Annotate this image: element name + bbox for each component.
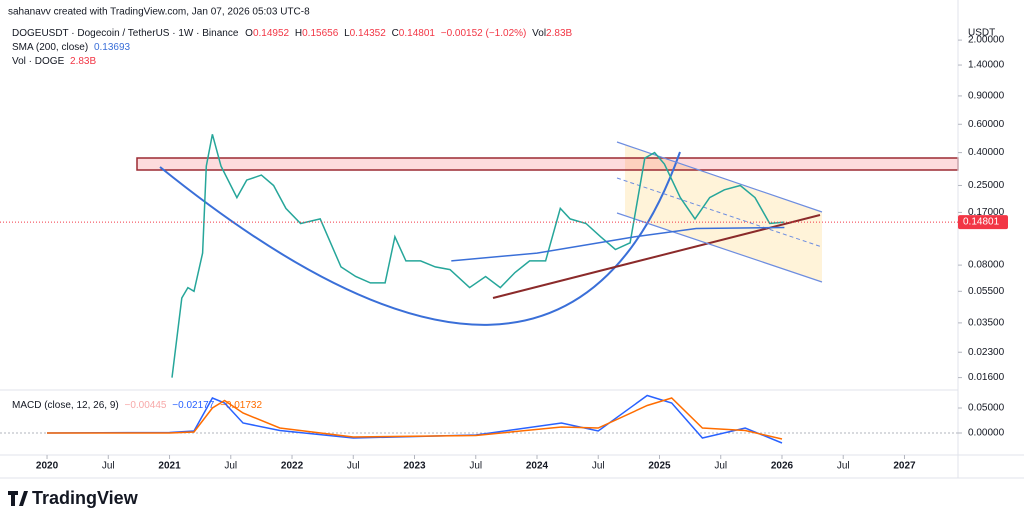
y-tick-label: 0.02300 <box>968 347 1005 358</box>
vol-line-value: 2.83B <box>70 56 96 67</box>
vol-value: 2.83B <box>546 28 572 39</box>
logo-text: TradingView <box>32 488 139 508</box>
y-tick-label: 2.00000 <box>968 35 1005 46</box>
x-tick-label: 2024 <box>526 461 549 472</box>
last-price-label: 0.14801 <box>963 217 1000 228</box>
ohlc-label: C <box>392 28 399 39</box>
ohlc-value: 0.14352 <box>350 28 387 39</box>
credit: sahanavv created with TradingView.com, J… <box>8 7 310 18</box>
channel-mid <box>616 177 823 248</box>
y-tick-label: 0.25000 <box>968 180 1005 191</box>
x-tick-label: Jul <box>224 461 237 472</box>
x-tick-label: Jul <box>347 461 360 472</box>
ohlc-value: 0.14801 <box>399 28 436 39</box>
symbol: DOGEUSDT · Dogecoin / TetherUS · 1W · Bi… <box>12 28 239 39</box>
sma-value: 0.13693 <box>94 42 131 53</box>
ohlc-label: L <box>344 28 350 39</box>
change: −0.00152 (−1.02%) <box>441 28 527 39</box>
x-tick-label: 2021 <box>158 461 181 472</box>
y-tick-label: 0.00000 <box>968 428 1005 439</box>
last-price-tag <box>958 215 1008 230</box>
vol-label: Vol <box>532 28 546 39</box>
x-tick-label: 2027 <box>893 461 916 472</box>
x-tick-label: Jul <box>714 461 727 472</box>
ohlc-label: H <box>295 28 302 39</box>
signal-value: −0.01732 <box>220 400 262 411</box>
y-tick-label: 0.60000 <box>968 119 1005 130</box>
y-tick-label: 0.05500 <box>968 286 1005 297</box>
x-tick-label: Jul <box>469 461 482 472</box>
channel-bottom <box>616 212 823 283</box>
x-tick-label: Jul <box>837 461 850 472</box>
sma-line: SMA (200, close) 0.13693 <box>12 42 131 53</box>
vol-line: Vol · DOGE 2.83B <box>12 56 96 67</box>
x-tick-label: 2023 <box>403 461 426 472</box>
y-tick-label: 0.08000 <box>968 260 1005 271</box>
macd-header: MACD (close, 12, 26, 9) −0.00445 −0.0217… <box>12 400 262 411</box>
cup-curve <box>159 151 681 326</box>
ohlc-label: O <box>245 28 253 39</box>
y-tick-label: 0.05000 <box>968 403 1005 414</box>
currency: USDT <box>968 28 995 39</box>
ohlc-value: 0.15656 <box>302 28 339 39</box>
channel-top <box>616 141 823 213</box>
sma-label: SMA (200, close) <box>12 42 88 53</box>
y-tick-label: 0.90000 <box>968 91 1005 102</box>
series-line <box>171 134 785 378</box>
series-line <box>451 226 785 262</box>
y-tick-label: 0.17000 <box>968 207 1005 218</box>
x-tick-label: 2025 <box>648 461 671 472</box>
x-tick-label: Jul <box>102 461 115 472</box>
trend-line <box>492 214 821 299</box>
y-tick-label: 0.01600 <box>968 372 1005 383</box>
y-tick-label: 1.40000 <box>968 60 1005 71</box>
x-tick-label: Jul <box>592 461 605 472</box>
series-line <box>47 397 783 440</box>
vol-line-label: Vol · DOGE <box>12 56 65 67</box>
y-tick-label: 0.03500 <box>968 318 1005 329</box>
macd-value: −0.02177 <box>172 400 214 411</box>
logo: TradingView <box>8 488 139 508</box>
macd-title: MACD (close, 12, 26, 9) <box>12 400 119 411</box>
macd-hist-value: −0.00445 <box>125 400 167 411</box>
y-tick-label: 0.40000 <box>968 147 1005 158</box>
resistance-zone <box>136 157 959 171</box>
symbol-line: DOGEUSDT · Dogecoin / TetherUS · 1W · Bi… <box>12 28 573 39</box>
x-tick-label: 2020 <box>36 461 59 472</box>
x-tick-label: 2026 <box>771 461 794 472</box>
ohlc-value: 0.14952 <box>253 28 290 39</box>
x-tick-label: 2022 <box>281 461 304 472</box>
